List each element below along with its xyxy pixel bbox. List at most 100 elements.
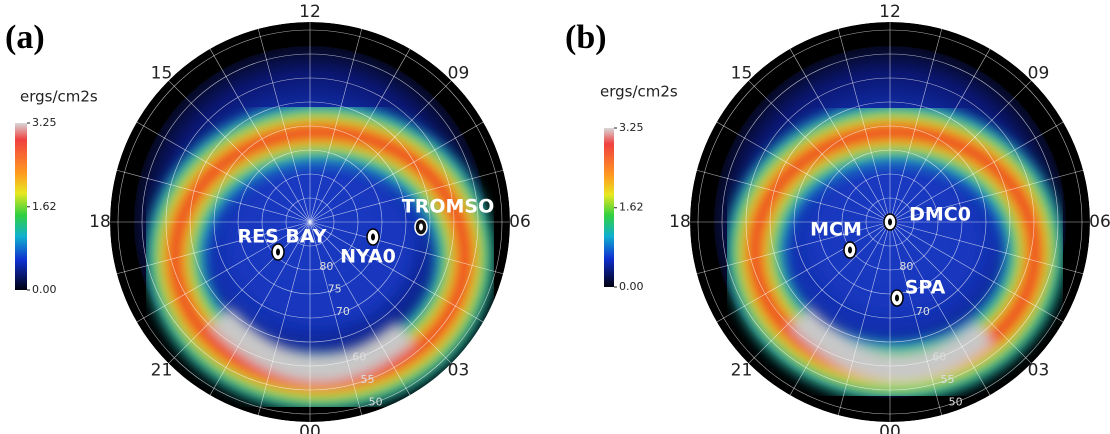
latitude-label: 70 [916,305,930,318]
colorbar-tick-label: 0.00 [32,283,57,296]
station-marker-core [848,246,852,254]
grid-spoke [257,28,311,223]
grid-spoke [889,221,943,416]
grid-spoke [837,221,891,416]
grid-spoke [257,221,311,416]
grid-spoke [789,221,891,396]
colorbar-title: ergs/cm2s [20,88,98,106]
grid-spoke [209,221,311,396]
station-marker-core [276,248,280,256]
grid-spoke [748,80,891,223]
latitude-label: 55 [360,373,374,386]
grid-spoke [696,221,891,275]
grid-spoke [309,221,484,323]
grid-spoke [309,48,411,223]
grid-spoke [889,221,1084,275]
hour-label: 03 [1028,360,1050,380]
hour-label: 09 [1028,64,1050,84]
panel-label: (a) [5,19,45,56]
hour-label: 21 [151,360,173,380]
colorbar-tick-label: 1.62 [619,201,644,214]
grid-spoke [789,48,891,223]
grid-spoke [116,169,311,223]
hour-label: 09 [448,64,470,84]
auroral-oval [145,102,495,412]
grid-spoke [309,221,363,416]
grid-spoke [309,169,504,223]
grid-spoke [309,121,484,223]
station-label: RES BAY [237,226,326,248]
grid-spoke [168,80,311,223]
panel-label: (b) [565,19,607,56]
grid-spoke [136,221,311,323]
hour-label: 06 [509,212,531,232]
hour-label: 18 [669,212,691,232]
grid-spoke [168,221,311,364]
hour-label: 00 [879,422,901,434]
station-marker-core [419,223,423,231]
grid-spoke [889,221,1032,364]
station-label: TROMSO [402,196,495,218]
grid-spoke [136,121,311,223]
colorbar-tick-label: 3.25 [619,121,644,134]
station-label: DMC0 [909,204,971,226]
latitude-label: 55 [940,373,954,386]
grid-spoke [889,169,1084,223]
hour-label: 03 [448,360,470,380]
station-label: MCM [810,219,862,241]
grid-spoke [889,121,1064,223]
colorbar-tick-label: 3.25 [32,116,57,129]
hour-label: 12 [299,2,321,22]
hour-label: 18 [89,212,111,232]
colorbar-title: ergs/cm2s [600,83,678,101]
grid-spoke [889,48,991,223]
latitude-label: 80 [899,260,913,273]
latitude-label: 60 [932,350,946,363]
hour-label: 06 [1089,212,1110,232]
grid-spoke [309,221,411,396]
grid-spoke [748,221,891,364]
colorbar-tick-label: 1.62 [32,200,57,213]
hour-label: 21 [731,360,753,380]
latitude-label: 60 [352,350,366,363]
colorbar [15,123,27,290]
latitude-label: 50 [369,395,383,408]
colorbar-tick-label: 0.00 [619,280,644,293]
grid-spoke [716,221,891,323]
station-marker-core [371,233,375,241]
latitude-label: 70 [336,305,350,318]
grid-spoke [716,121,891,223]
grid-spoke [209,48,311,223]
station-marker-core [895,294,899,302]
grid-spoke [889,221,991,396]
grid-spoke [309,80,452,223]
hour-label: 00 [299,422,321,434]
grid-spoke [889,28,943,223]
auroral-oval [725,102,1065,402]
cap [230,172,410,322]
grid-spoke [116,221,311,275]
oval-peak [209,307,415,383]
latitude-label: 75 [328,283,342,296]
latitude-label: 80 [319,260,333,273]
latitude-label: 50 [949,395,963,408]
station-label: SPA [905,277,946,299]
station-marker-core [888,218,892,226]
colorbar [604,128,614,287]
grid-spoke [309,28,363,223]
hour-label: 15 [151,64,173,84]
hour-label: 15 [731,64,753,84]
oval-peak [789,307,995,383]
station-label: NYA0 [340,246,396,268]
grid-spoke [889,80,1032,223]
grid-spoke [309,221,504,275]
grid-spoke [309,221,452,364]
grid-spoke [837,28,891,223]
grid-spoke [889,221,1064,323]
polar-map [110,22,510,422]
hour-label: 12 [879,2,901,22]
grid-spoke [696,169,891,223]
cap [810,172,980,312]
